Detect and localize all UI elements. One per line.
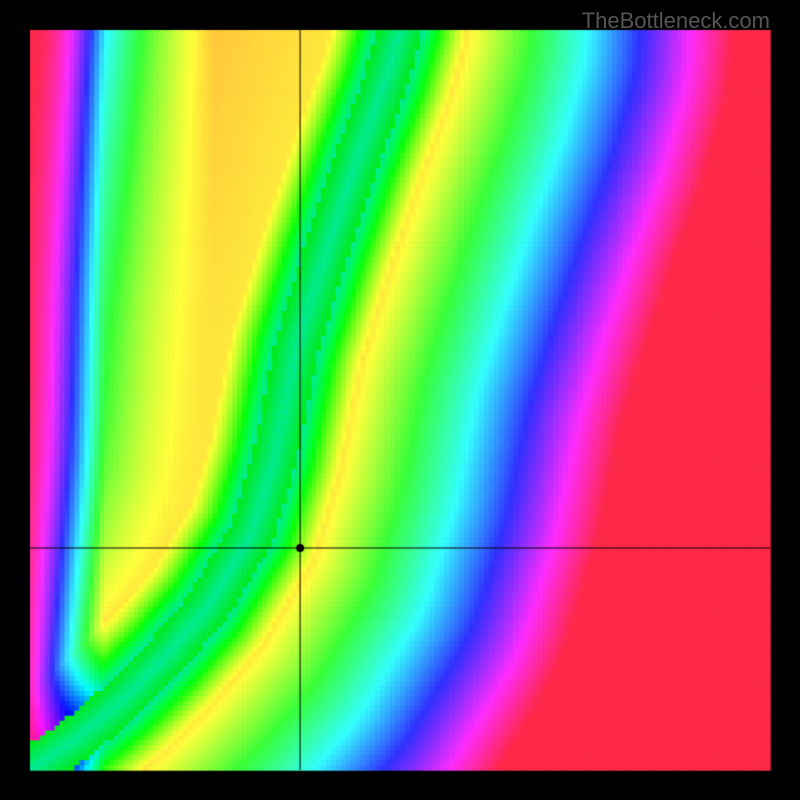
watermark-text: TheBottleneck.com (582, 8, 770, 34)
bottleneck-heatmap (0, 0, 800, 800)
